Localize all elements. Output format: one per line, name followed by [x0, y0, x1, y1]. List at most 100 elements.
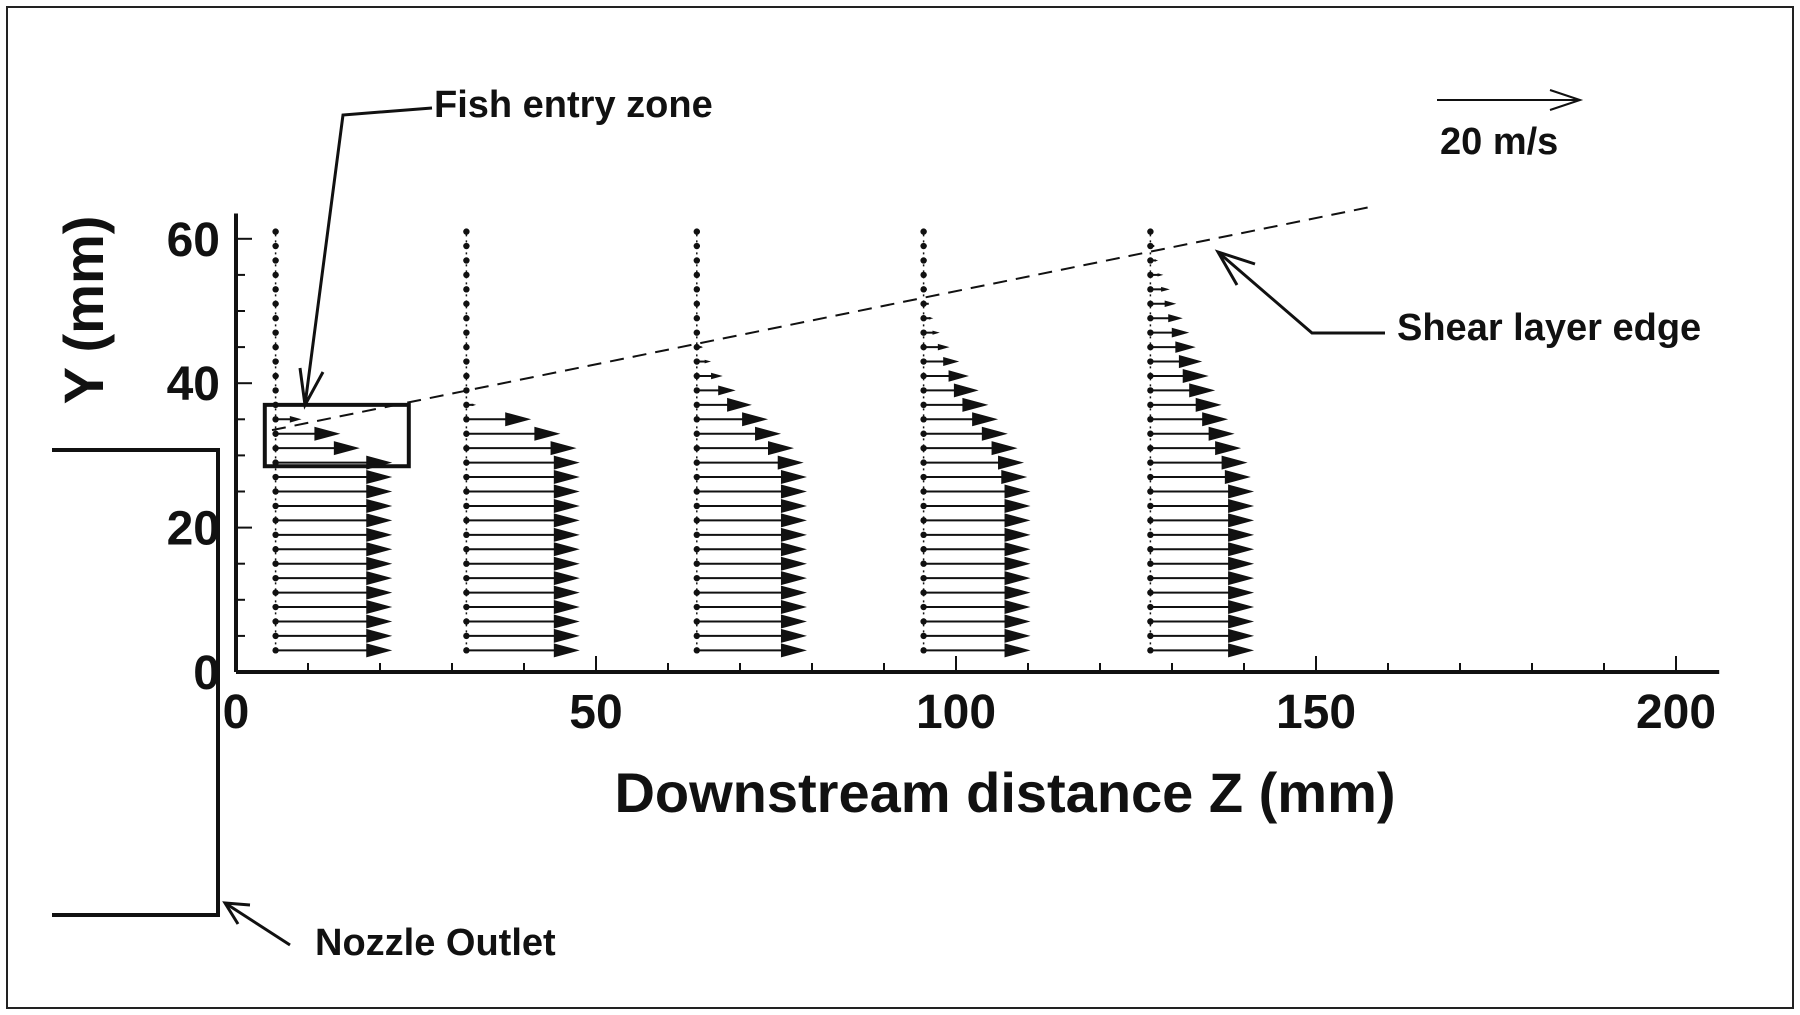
velocity-vector-head: [553, 585, 580, 600]
shear-layer-edge-label: Shear layer edge: [1397, 307, 1701, 349]
velocity-vector-head: [1004, 643, 1031, 658]
velocity-vector-head: [1004, 585, 1031, 600]
velocity-vector-head: [1001, 470, 1028, 485]
velocity-vector-head: [366, 614, 393, 629]
velocity-vector-head: [1228, 498, 1255, 513]
velocity-vector-head: [366, 600, 393, 615]
vector-origin: [463, 343, 470, 351]
velocity-vector-head: [948, 370, 969, 382]
velocity-vector-head: [981, 426, 1008, 441]
x-tick-label: 0: [223, 686, 250, 739]
velocity-vector-head: [366, 513, 393, 528]
y-axis-title: Y (mm): [52, 216, 115, 405]
vector-origin: [272, 546, 279, 553]
y-tick-label: 0: [193, 647, 220, 700]
velocity-vector-head: [780, 585, 807, 600]
velocity-vector-head: [534, 426, 561, 441]
velocity-vector-head: [932, 330, 940, 335]
velocity-vector-head: [553, 600, 580, 615]
velocity-vector-head: [1154, 259, 1159, 262]
fish-entry-zone-arrowhead: [298, 367, 325, 410]
x-tick-label: 100: [916, 686, 996, 739]
velocity-vector-head: [1215, 441, 1242, 456]
vector-origin: [272, 618, 279, 625]
velocity-vector-head: [700, 346, 704, 348]
velocity-vector-head: [1202, 412, 1229, 427]
velocity-vector-head: [1228, 600, 1255, 615]
velocity-vector-head: [553, 571, 580, 586]
x-axis-title: Downstream distance Z (mm): [614, 761, 1395, 824]
velocity-vector-head: [1224, 470, 1251, 485]
velocity-vector-head: [553, 614, 580, 629]
velocity-vector-head: [928, 316, 934, 320]
velocity-vector-head: [1195, 397, 1222, 412]
vector-origin: [463, 329, 470, 336]
vector-origin: [463, 416, 470, 423]
velocity-vector-head: [1228, 484, 1255, 499]
vector-origin: [272, 343, 279, 351]
velocity-vector-head: [962, 397, 989, 412]
velocity-vector-head: [943, 357, 960, 367]
plot-axes: 0 50 100 150 200 0 20 40 60: [167, 213, 1720, 739]
nozzle-outlet-label: Nozzle Outlet: [315, 922, 556, 964]
velocity-vector-head: [780, 643, 807, 658]
velocity-vector-head: [780, 470, 807, 485]
velocity-vector-head: [1228, 643, 1255, 658]
velocity-vector-head: [1228, 556, 1255, 571]
velocity-vector-head: [553, 643, 580, 658]
vector-origin: [272, 632, 279, 640]
velocity-vector-head: [366, 484, 393, 499]
velocity-vector-head: [780, 571, 807, 586]
vector-origin: [463, 546, 470, 553]
velocity-vector-head: [553, 513, 580, 528]
velocity-vector-head: [366, 628, 393, 643]
vector-origin: [272, 228, 279, 235]
velocity-vector-head: [937, 343, 950, 351]
velocity-vector-head: [1004, 498, 1031, 513]
velocity-vector-head: [972, 412, 999, 427]
nozzle-outline: [52, 448, 220, 917]
x-tick-label: 50: [569, 686, 622, 739]
vector-origin: [272, 242, 279, 250]
velocity-vector-head: [366, 585, 393, 600]
vector-origin: [272, 589, 279, 596]
velocity-vector-head: [1004, 513, 1031, 528]
velocity-vector-head: [780, 614, 807, 629]
velocity-vector-head: [553, 527, 580, 542]
velocity-vector-head: [1004, 600, 1031, 615]
velocity-vector-head: [780, 484, 807, 499]
velocity-vector-head: [1157, 273, 1164, 277]
velocity-vector-head: [780, 556, 807, 571]
velocity-vector-head: [550, 441, 577, 456]
nozzle-outlet-arrowhead: [222, 901, 251, 925]
y-tick-label: 20: [167, 503, 220, 556]
velocity-vector-head: [366, 542, 393, 557]
y-tick-label: 40: [167, 358, 220, 411]
velocity-vector-head: [1175, 341, 1196, 353]
vector-origin: [272, 372, 279, 380]
velocity-vector-head: [1161, 286, 1170, 292]
nozzle-outlet-leader: [224, 901, 291, 947]
velocity-vector-head: [780, 513, 807, 528]
velocity-vector-head: [780, 527, 807, 542]
velocity-vector-head: [1228, 542, 1255, 557]
velocity-vector-head: [780, 542, 807, 557]
vector-origin: [463, 300, 470, 307]
shear-layer-edge-line: [271, 205, 1374, 432]
velocity-vector-head: [1208, 426, 1235, 441]
fish-entry-zone-leader: [303, 106, 433, 406]
velocity-vector-head: [314, 426, 341, 441]
vector-origin: [272, 473, 279, 481]
velocity-vector-head: [366, 556, 393, 571]
velocity-vector-head: [768, 441, 794, 456]
velocity-vector-head: [1171, 327, 1190, 338]
velocity-vector-head: [780, 600, 807, 615]
vector-origin: [272, 271, 279, 279]
fish-entry-zone-label: Fish entry zone: [434, 84, 713, 126]
velocity-vector-head: [366, 527, 393, 542]
vector-origin: [463, 315, 470, 322]
velocity-vector-head: [553, 542, 580, 557]
overlays: [262, 205, 1374, 469]
vector-origin: [272, 329, 279, 336]
